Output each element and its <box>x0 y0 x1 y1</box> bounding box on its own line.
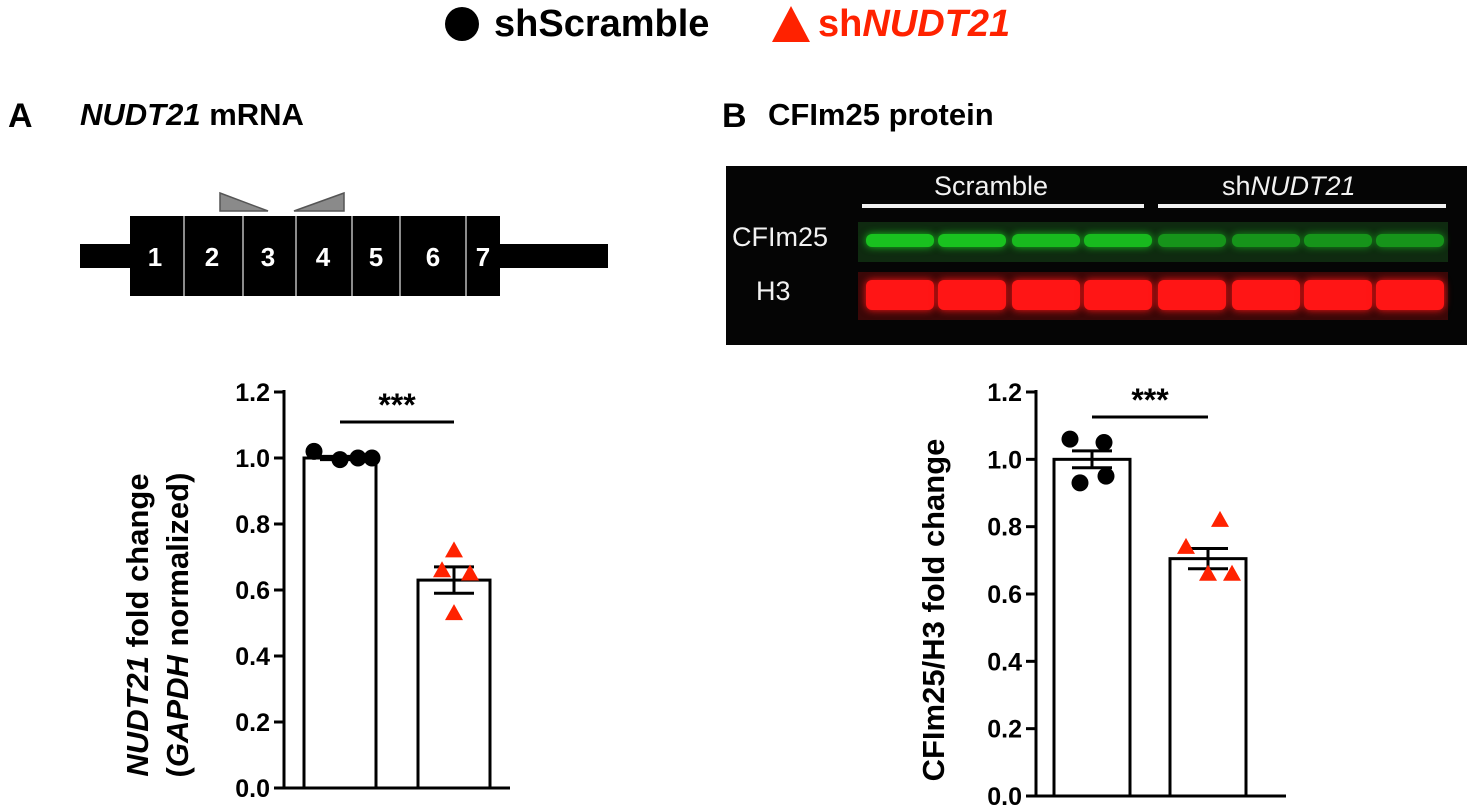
y-tick-label: 0.4 <box>235 643 270 671</box>
data-point <box>1097 467 1115 485</box>
y-tick-label: 1.0 <box>987 446 1022 474</box>
y-tick-label: 1.2 <box>987 379 1022 407</box>
data-point <box>1095 434 1113 451</box>
legend-circle-marker <box>445 7 479 41</box>
exon-block <box>130 216 500 296</box>
reverse-primer-arrow <box>293 191 345 212</box>
data-point <box>1177 537 1195 554</box>
panel-a-title: NUDT21 mRNA <box>80 96 304 134</box>
data-point <box>1199 564 1217 581</box>
data-point <box>331 451 349 469</box>
blot-band-h3 <box>938 280 1006 310</box>
significance-stars: *** <box>1131 382 1169 418</box>
panel-a-letter: A <box>8 97 33 135</box>
chart-a-ylabel-gene: NUDT21 <box>120 656 155 777</box>
legend-label-scramble: shScramble <box>494 3 710 45</box>
exon-label: 4 <box>316 242 331 272</box>
legend-label-knockdown-prefix: sh <box>818 3 863 45</box>
chart-a-ylabel-line1: NUDT21 fold change <box>120 473 155 776</box>
chart-a-ylabel-rest: fold change <box>120 473 155 656</box>
data-point <box>1071 474 1089 492</box>
data-point <box>305 442 323 460</box>
blot-row-label-h3: H3 <box>756 276 791 306</box>
bar <box>1052 457 1132 798</box>
blot-band-h3 <box>1376 280 1444 310</box>
blot-band-h3 <box>866 280 934 310</box>
exon-label: 6 <box>426 242 440 272</box>
y-tick-label: 1.0 <box>235 445 270 473</box>
data-point <box>1061 430 1079 448</box>
significance-stars: *** <box>378 387 416 423</box>
blot-band-cfim25 <box>1232 234 1300 247</box>
legend-label-knockdown-gene: NUDT21 <box>862 3 1011 45</box>
western-blot: Scramble shNUDT21 CFIm25 H3 <box>726 166 1467 345</box>
legend-triangle-marker <box>772 6 810 42</box>
y-tick-label: 0.4 <box>987 648 1022 676</box>
panel-a-title-gene: NUDT21 <box>80 97 201 132</box>
data-point <box>433 561 451 578</box>
blot-band-h3 <box>1084 280 1152 310</box>
blot-band-h3 <box>1158 280 1226 310</box>
y-tick-label: 1.2 <box>235 379 270 407</box>
blot-group-line-knockdown <box>1158 204 1446 208</box>
blot-band-cfim25 <box>1304 234 1372 247</box>
chart-a-ylabel-line2: (GAPDH normalized) <box>160 473 195 778</box>
exon-label: 2 <box>205 242 219 272</box>
panel-b-letter: B <box>722 97 747 135</box>
blot-group-knockdown-prefix: sh <box>1222 171 1251 201</box>
blot-band-cfim25 <box>1158 234 1226 247</box>
data-point <box>1223 564 1241 581</box>
blot-row-label-cfim25: CFIm25 <box>732 222 829 252</box>
y-tick-label: 0.6 <box>987 581 1022 609</box>
blot-band-cfim25 <box>866 234 934 247</box>
blot-group-scramble: Scramble <box>934 171 1049 201</box>
exon-label: 5 <box>369 242 383 272</box>
chart-a-ylabel2-gene: GAPDH <box>160 655 195 768</box>
panel-b-title: CFIm25 protein <box>768 97 994 132</box>
data-point <box>461 564 479 581</box>
chart-a-ylabel2-rest: normalized) <box>160 473 195 656</box>
blot-band-cfim25 <box>1012 234 1080 247</box>
gene-structure-diagram: 1 2 3 4 5 6 7 <box>80 191 608 296</box>
blot-band-cfim25 <box>938 234 1006 247</box>
data-point <box>445 604 463 621</box>
legend-label-knockdown: shNUDT21 <box>818 2 1010 46</box>
exon-label: 1 <box>148 242 162 272</box>
y-tick-label: 0.2 <box>235 709 270 737</box>
y-tick-label: 0.0 <box>235 775 270 803</box>
y-tick-label: 0.8 <box>235 511 270 539</box>
blot-group-knockdown: shNUDT21 <box>1222 171 1356 201</box>
blot-band-h3 <box>1012 280 1080 310</box>
exon-label: 3 <box>261 242 275 272</box>
blot-band-cfim25 <box>1376 234 1444 247</box>
chart-b-ylabel: CFIm25/H3 fold change <box>916 439 951 782</box>
blot-band-h3 <box>1232 280 1300 310</box>
bar <box>1168 557 1248 798</box>
data-point <box>1211 510 1229 527</box>
y-tick-label: 0.8 <box>987 514 1022 542</box>
chart-a: NUDT21 fold change (GAPDH normalized) 0.… <box>120 379 510 803</box>
data-point <box>363 449 381 467</box>
forward-primer-arrow <box>219 191 269 212</box>
y-tick-label: 0.0 <box>987 783 1022 811</box>
data-point <box>445 541 463 558</box>
blot-band-h3 <box>1304 280 1372 310</box>
exon-label: 7 <box>476 242 490 272</box>
panel-a-title-rest: mRNA <box>200 97 304 132</box>
blot-group-knockdown-gene: NUDT21 <box>1250 171 1356 201</box>
y-tick-label: 0.2 <box>987 716 1022 744</box>
bar <box>302 456 378 790</box>
chart-a-ylabel2-open: ( <box>160 766 195 777</box>
y-tick-label: 0.6 <box>235 577 270 605</box>
blot-band-cfim25 <box>1084 234 1152 247</box>
data-point <box>349 449 367 467</box>
legend: shScramble shNUDT21 <box>0 0 1467 50</box>
chart-b: CFIm25/H3 fold change 0.0 0.2 0.4 0.6 0.8 1.0… <box>916 379 1286 811</box>
blot-group-line-scramble <box>862 204 1144 208</box>
